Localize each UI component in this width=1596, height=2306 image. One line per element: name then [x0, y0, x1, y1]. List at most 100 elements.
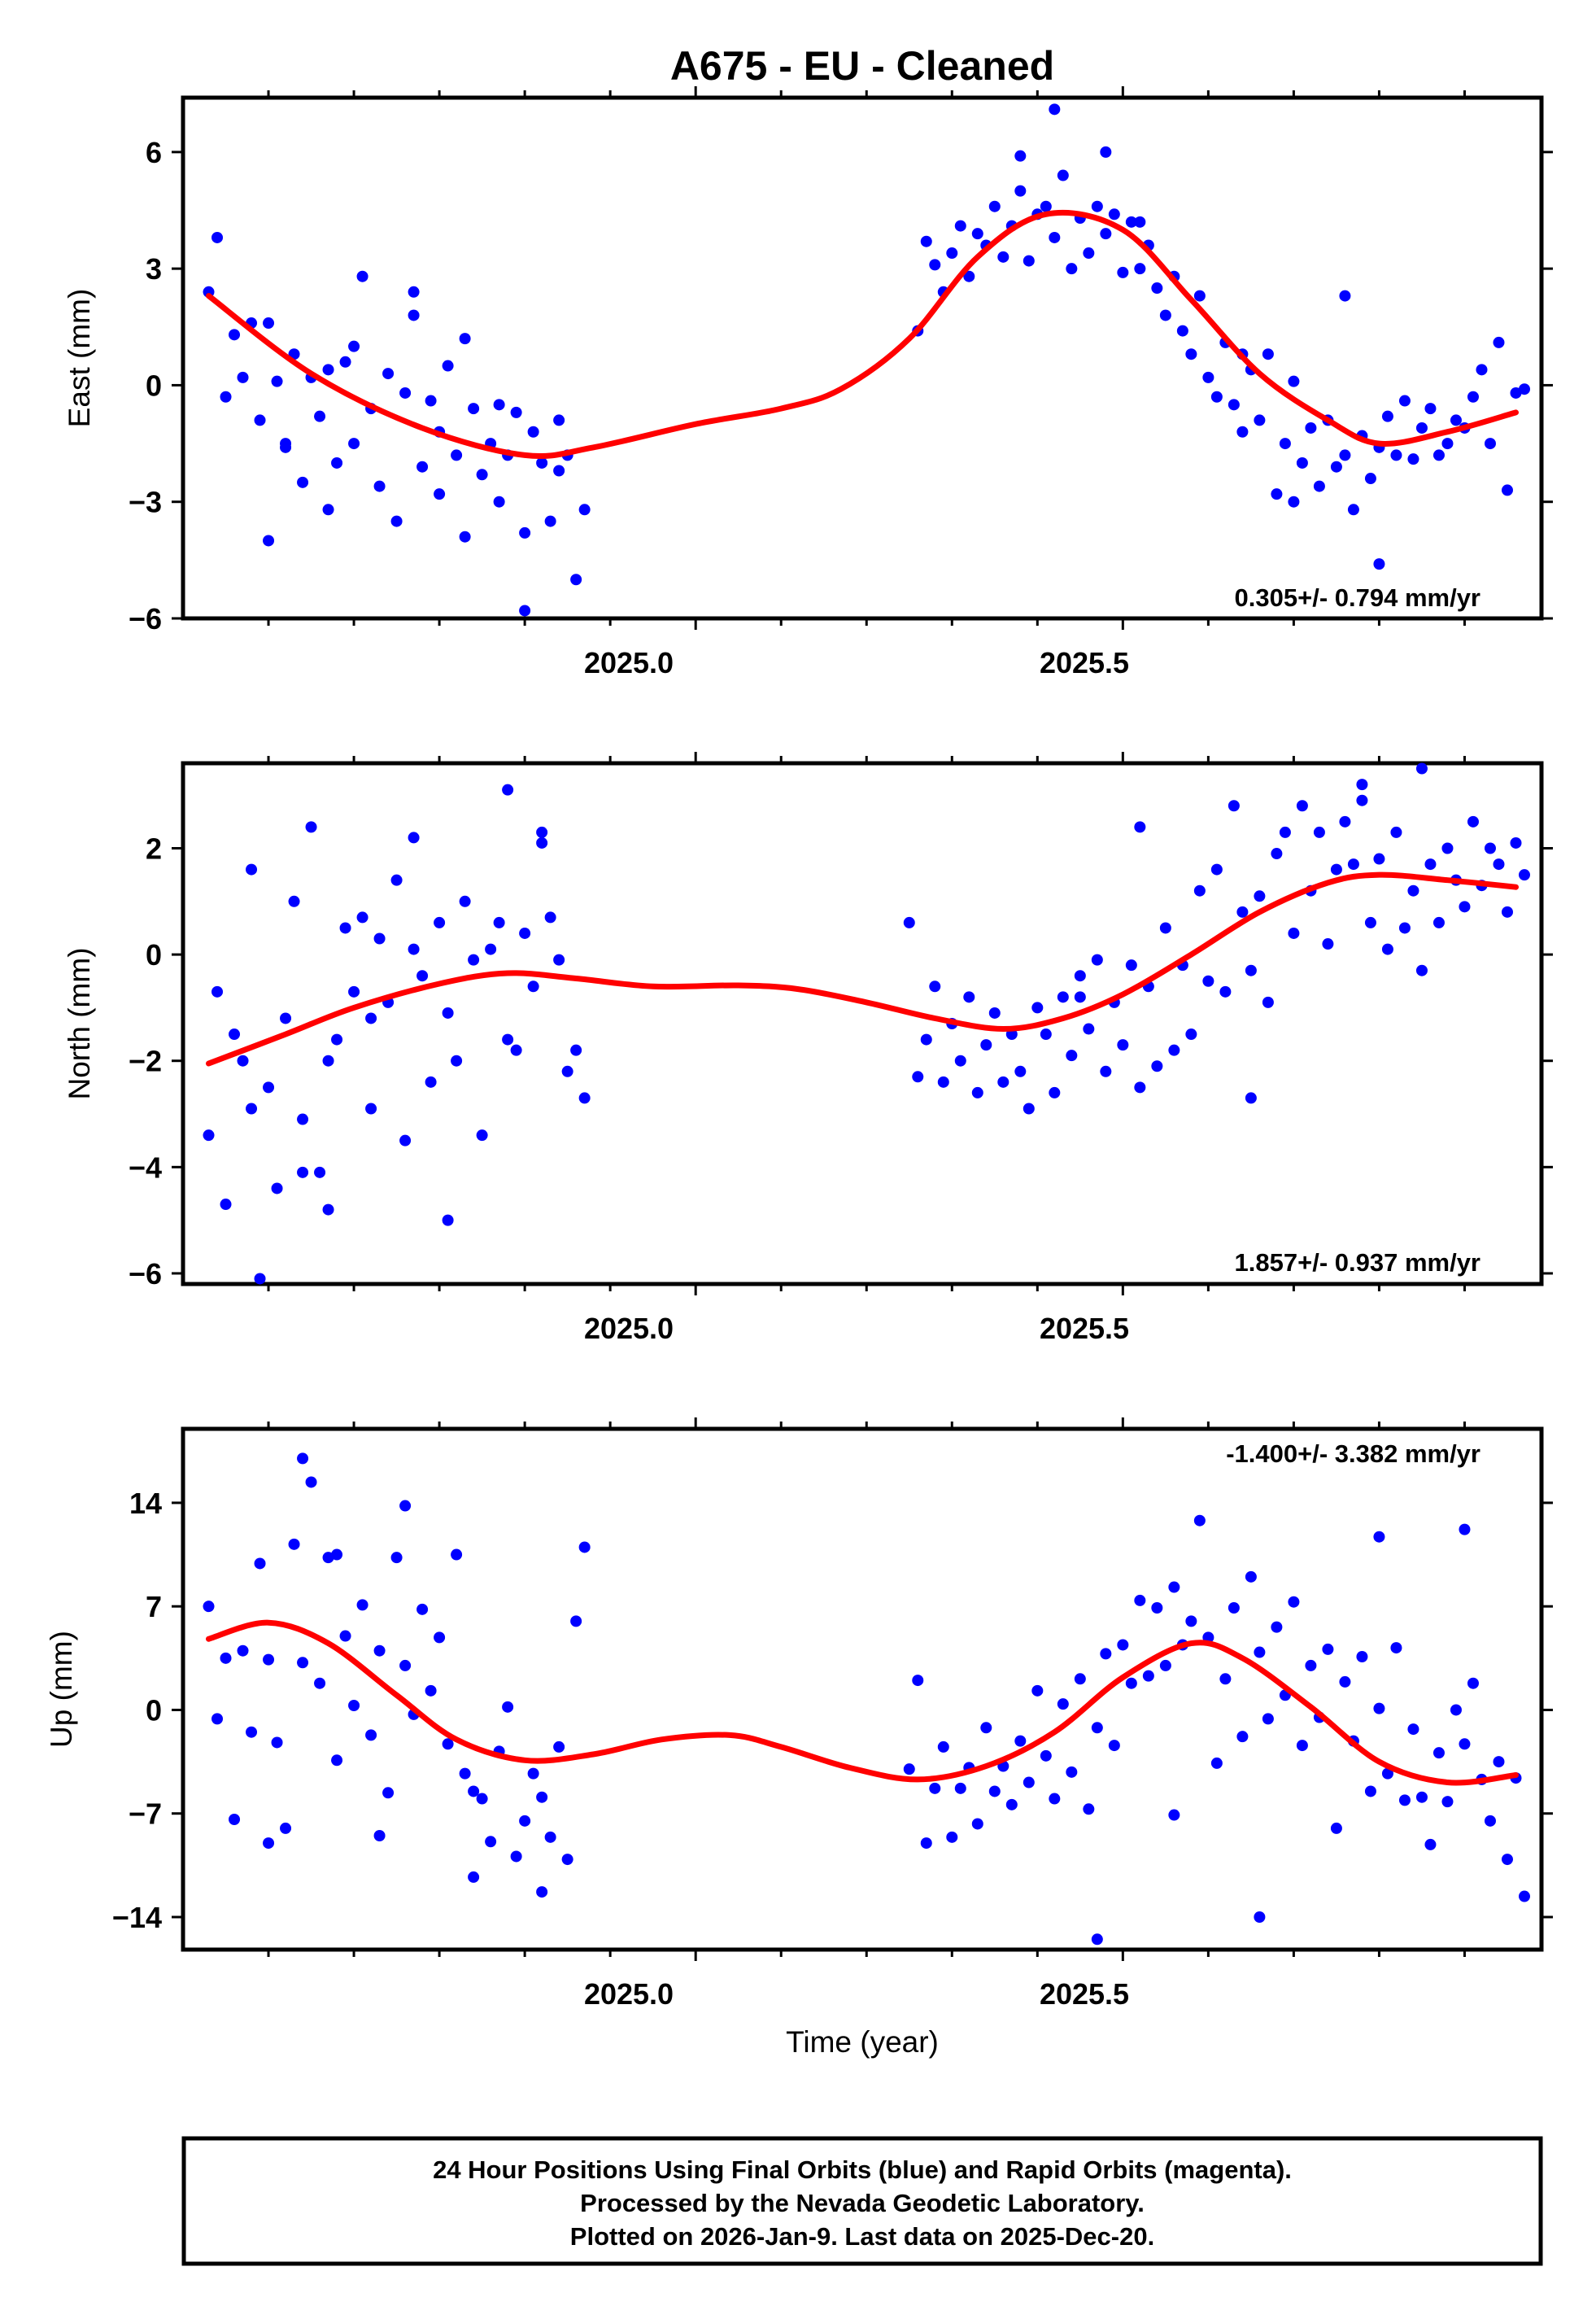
up-data-point: [390, 1552, 403, 1564]
north-data-point: [1364, 916, 1376, 928]
north-data-point: [305, 821, 317, 833]
north-data-point: [1415, 762, 1428, 775]
east-data-point: [408, 286, 420, 298]
chart-title: A675 - EU - Cleaned: [670, 43, 1054, 89]
east-data-point: [237, 371, 249, 383]
east-data-point: [1100, 228, 1112, 240]
up-data-point: [220, 1652, 232, 1664]
east-data-point: [1083, 247, 1095, 260]
east-data-point: [1467, 391, 1479, 403]
up-y-tick-label: −14: [112, 1901, 162, 1934]
east-data-point: [408, 309, 420, 321]
east-data-point: [1023, 255, 1035, 267]
north-data-point: [1074, 970, 1086, 982]
north-data-point: [1245, 1092, 1257, 1104]
north-data-point: [502, 784, 514, 796]
up-data-point: [1066, 1766, 1078, 1778]
north-data-point: [237, 1055, 249, 1067]
up-data-point: [331, 1754, 343, 1767]
north-data-point: [1023, 1103, 1035, 1115]
north-data-point: [544, 911, 556, 924]
east-data-point: [1066, 263, 1078, 275]
north-data-point: [220, 1199, 232, 1211]
east-data-point: [510, 406, 522, 418]
up-y-tick-label: −7: [129, 1797, 162, 1831]
up-data-point: [314, 1677, 326, 1689]
east-data-point: [1518, 383, 1530, 395]
up-data-point: [536, 1791, 548, 1803]
east-data-point: [468, 403, 480, 415]
east-data-point: [527, 426, 539, 438]
east-data-point: [373, 480, 386, 492]
east-data-point: [1501, 484, 1513, 496]
up-data-point: [365, 1729, 377, 1741]
north-data-point: [1347, 858, 1359, 871]
up-data-point: [946, 1831, 958, 1843]
east-data-point: [356, 270, 368, 282]
east-panel: East (mm) 0.305+/- 0.794 mm/yr 2025.0 20…: [63, 86, 1553, 679]
north-data-point: [1134, 1081, 1146, 1094]
up-data-point: [373, 1830, 386, 1841]
east-data-point: [297, 476, 309, 488]
up-data-point: [929, 1782, 941, 1794]
up-data-point: [1305, 1659, 1317, 1671]
east-data-point: [553, 414, 565, 426]
north-data-point: [314, 1166, 326, 1178]
north-data-point: [373, 932, 386, 945]
east-data-point: [1100, 146, 1112, 158]
north-data-point: [1193, 884, 1206, 897]
up-data-point: [1415, 1791, 1428, 1803]
north-rate-label: 1.857+/- 0.937 mm/yr: [1235, 1248, 1480, 1277]
up-data-point: [536, 1886, 548, 1898]
up-data-point: [1356, 1651, 1368, 1662]
east-data-point: [459, 531, 471, 543]
north-data-point: [988, 1007, 1001, 1019]
east-data-point: [339, 356, 351, 368]
east-data-point: [1339, 449, 1351, 461]
north-data-point: [997, 1076, 1009, 1088]
up-data-point: [1339, 1675, 1351, 1688]
up-data-point: [297, 1657, 309, 1669]
north-data-point: [442, 1214, 454, 1226]
north-data-point: [903, 916, 915, 928]
north-data-point: [280, 1012, 292, 1024]
footer-frame: [181, 2136, 1543, 2266]
east-data-point: [1151, 282, 1163, 295]
north-data-point: [519, 927, 531, 939]
up-data-point: [1117, 1639, 1129, 1651]
north-data-point: [263, 1081, 275, 1094]
north-data-point: [271, 1182, 283, 1194]
north-data-point: [1493, 858, 1505, 871]
up-data-point: [1518, 1890, 1530, 1902]
east-data-point: [1176, 325, 1188, 337]
up-data-point: [1005, 1798, 1018, 1810]
up-data-point: [263, 1653, 275, 1666]
up-data-point: [1459, 1738, 1471, 1750]
east-data-point: [1134, 263, 1146, 275]
east-data-point: [493, 399, 505, 411]
north-data-point: [1459, 901, 1471, 913]
east-data-point: [442, 360, 454, 372]
east-data-point: [1415, 421, 1428, 434]
east-data-point: [1193, 290, 1206, 302]
up-y-tick-label: 7: [146, 1590, 162, 1623]
up-data-point: [1031, 1684, 1044, 1697]
east-data-point: [382, 368, 395, 380]
east-data-point: [322, 504, 334, 516]
east-data-point: [1279, 438, 1291, 450]
north-data-point: [1134, 821, 1146, 833]
up-data-point: [416, 1603, 429, 1615]
up-data-point: [1091, 1722, 1103, 1734]
up-data-point: [1108, 1740, 1120, 1752]
up-data-point: [1236, 1731, 1249, 1743]
up-data-point: [1381, 1767, 1393, 1780]
north-data-point: [288, 895, 300, 907]
up-data-point: [1271, 1621, 1283, 1633]
up-data-point: [288, 1538, 300, 1550]
up-data-point: [1262, 1713, 1274, 1725]
north-data-point: [1202, 975, 1214, 987]
north-data-point: [912, 1071, 924, 1083]
north-data-point: [1245, 964, 1257, 976]
north-model-curve: [206, 871, 1519, 1067]
north-data-point: [570, 1044, 582, 1056]
